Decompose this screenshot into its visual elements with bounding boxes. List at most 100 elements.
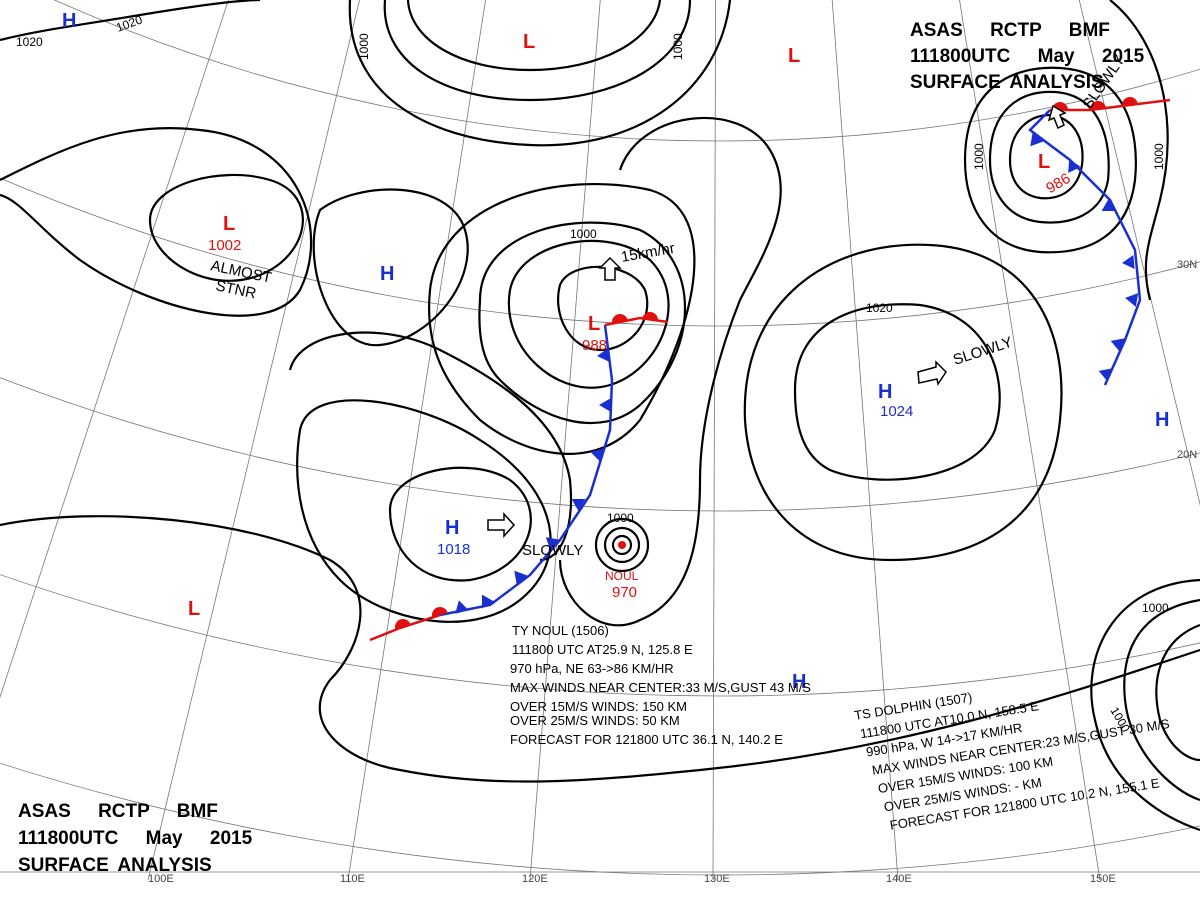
cold-front-triangle: [545, 537, 560, 551]
typhoon-center: [618, 541, 626, 549]
high-marker: H: [792, 671, 806, 693]
warm-front: [1050, 98, 1171, 112]
high-marker: H: [878, 381, 892, 403]
isobar: [793, 303, 1001, 481]
cold-front-triangle: [571, 498, 586, 512]
isobar: [1155, 623, 1200, 762]
meridian: [959, 0, 1101, 881]
motion-arrow: [487, 512, 516, 538]
isobar: [603, 526, 641, 564]
isobar: [406, 0, 662, 72]
isobar: [0, 126, 313, 317]
info-line: FORECAST FOR 121800 UTC 36.1 N, 140.2 E: [510, 732, 783, 747]
low-marker: L: [188, 598, 200, 620]
longitude-label: 130E: [704, 873, 730, 885]
title-line: SURFACE ANALYSIS: [18, 855, 212, 876]
high-marker: H: [1155, 409, 1169, 431]
info-line: 970 hPa, NE 63->86 KM/HR: [510, 661, 674, 676]
longitude-label: 110E: [340, 873, 365, 885]
cold-front-triangle: [599, 398, 611, 412]
info-line: TY NOUL (1506): [512, 623, 609, 638]
cold-front-triangle: [1068, 158, 1081, 173]
cold-front-triangle: [1110, 338, 1125, 352]
motion-arrow: [598, 256, 622, 281]
annotation: SLOWLY: [522, 542, 583, 559]
isobar-label: 1000: [972, 143, 986, 170]
warm-front-semicircle: [612, 314, 628, 324]
warm-front-semicircle: [642, 312, 658, 320]
meridian: [1078, 0, 1200, 506]
pressure-value: 970: [612, 584, 637, 601]
meridian: [347, 0, 486, 881]
isobar: [1008, 113, 1084, 200]
cold-front-triangle: [514, 570, 528, 585]
latitude-label: 30N: [1177, 259, 1197, 271]
meridian: [529, 0, 601, 881]
isobar: [1090, 578, 1200, 832]
low-marker: L: [223, 213, 235, 235]
isobar: [743, 243, 1063, 562]
high-marker: H: [380, 263, 394, 285]
warm-front: [369, 613, 441, 642]
isobar: [312, 188, 469, 347]
isobars: [0, 0, 1200, 832]
isobar: [507, 239, 670, 389]
isobar: [428, 183, 696, 455]
isobar: [0, 0, 261, 42]
isobar: [388, 466, 532, 582]
cold-front-triangle: [1122, 255, 1135, 269]
typhoon-info: TY NOUL (1506) 111800 UTC AT25.9 N, 125.…: [510, 623, 811, 747]
isobar-label: 1000: [671, 33, 685, 60]
title-line: 111800UTC May 2015: [910, 46, 1145, 67]
info-line: OVER 25M/S WINDS: 50 KM: [510, 713, 680, 728]
isobar: [296, 399, 552, 623]
warm-front: [604, 316, 669, 327]
isobar: [1109, 0, 1169, 301]
title-line: 111800UTC May 2015: [18, 828, 253, 849]
meridian: [712, 0, 716, 881]
isobar: [1123, 598, 1200, 802]
cold-front-triangle: [1098, 368, 1113, 382]
warm-front-semicircle: [1090, 101, 1106, 109]
fronts: [369, 98, 1171, 642]
low-marker: L: [1038, 151, 1050, 173]
cold-front-triangle: [1125, 293, 1139, 307]
cold-front-triangle: [590, 448, 604, 462]
warm-front-semicircle: [395, 619, 411, 630]
warm-front-semicircle: [432, 607, 448, 618]
high-marker: H: [445, 517, 459, 539]
isobar-label: 1000: [607, 511, 634, 525]
low-marker: L: [523, 31, 535, 53]
typhoon-name: NOUL: [605, 569, 639, 583]
geo-labels: 100E 110E 120E 130E 140E 150E 30N 20N: [148, 259, 1197, 885]
latitude-label: 20N: [1177, 449, 1197, 461]
isobar-label: 1000: [1152, 143, 1166, 170]
cold-front-triangle: [597, 348, 610, 362]
isobar-label: 1020: [16, 35, 43, 49]
pressure-value: 988: [582, 337, 607, 354]
cold-front: [1028, 109, 1142, 386]
longitude-label: 120E: [522, 873, 548, 885]
isobar: [348, 0, 732, 147]
cold-front: [439, 324, 614, 617]
motion-arrow: [1047, 104, 1067, 130]
isobar: [478, 221, 687, 425]
title-top: ASAS RCTP BMF 111800UTC May 2015 SURFACE…: [910, 20, 1145, 93]
pressure-centers: H L L L 1002 H L 986 L 988 H 1024 H H 10…: [62, 10, 1169, 693]
isobar: [0, 515, 1200, 783]
low-marker: L: [588, 313, 600, 335]
info-line: OVER 15M/S WINDS: 150 KM: [510, 699, 687, 714]
title-line: ASAS RCTP BMF: [910, 20, 1110, 41]
info-line: 111800 UTC AT25.9 N, 125.8 E: [512, 642, 693, 657]
cold-front-triangle: [455, 600, 469, 614]
isobar: [558, 117, 782, 627]
longitude-label: 140E: [886, 873, 912, 885]
graticule: [0, 0, 1200, 881]
isobar: [148, 173, 304, 282]
pressure-value: 1018: [437, 541, 470, 558]
pressure-value: 1002: [208, 237, 241, 254]
isobar-label: 1000: [1142, 601, 1169, 615]
meridian: [0, 0, 229, 699]
isobar-label: 1000: [570, 227, 597, 241]
